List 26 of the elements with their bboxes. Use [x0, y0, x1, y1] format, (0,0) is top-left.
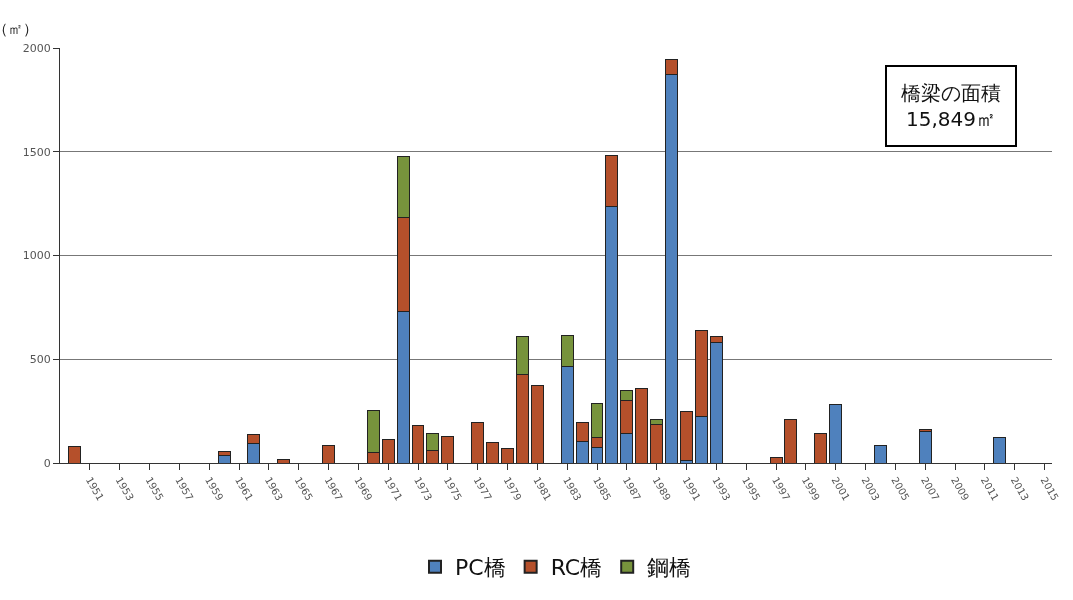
- bar: [829, 403, 843, 463]
- bar: [680, 411, 693, 462]
- bar: [277, 458, 291, 463]
- bar: [471, 421, 485, 463]
- y-axis-title: （㎡）: [0, 20, 38, 38]
- y-tick-label: 500: [29, 353, 51, 367]
- legend-label: 鋼橋: [647, 555, 692, 581]
- bar: [486, 442, 500, 463]
- y-tick-label: 1000: [22, 249, 51, 263]
- bar: [530, 385, 544, 463]
- bar: [873, 445, 887, 463]
- bar: [918, 431, 932, 463]
- y-tick-label: 1500: [22, 145, 51, 159]
- legend-label: RC橋: [550, 555, 603, 581]
- bar: [501, 447, 514, 463]
- bar: [814, 433, 828, 463]
- bar: [217, 454, 231, 463]
- bar: [322, 444, 335, 463]
- y-tick-label: 2000: [22, 41, 51, 55]
- bar: [635, 387, 649, 463]
- bar: [650, 423, 664, 463]
- legend-label: PC橋: [455, 555, 506, 581]
- bar: [993, 437, 1007, 463]
- bar: [68, 445, 82, 463]
- annotation: 橋梁の面積 15,849㎡: [901, 81, 1001, 131]
- y-tick-label: 0: [43, 456, 51, 470]
